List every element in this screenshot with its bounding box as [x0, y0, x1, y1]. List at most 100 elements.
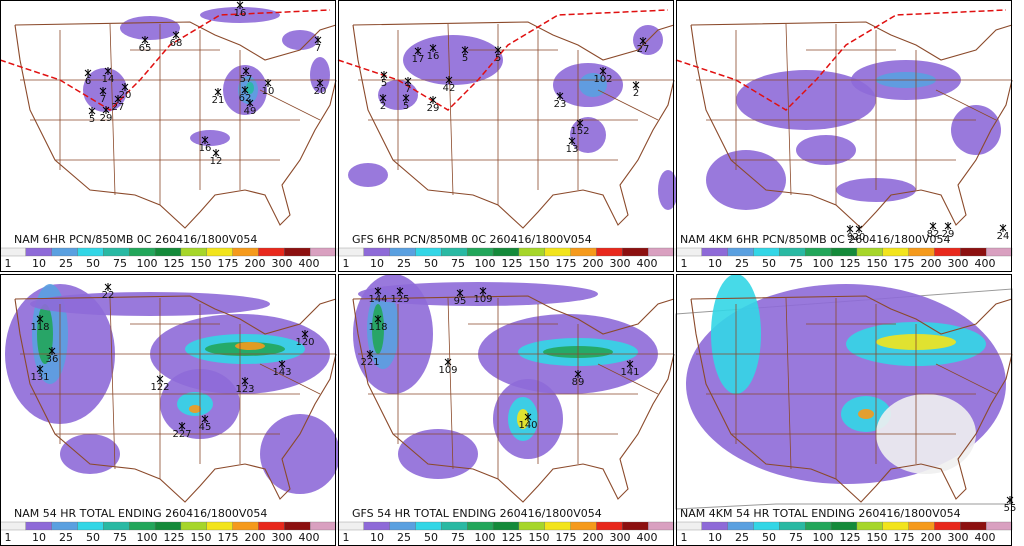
station-value: 68 [170, 38, 183, 49]
station-marker [456, 289, 464, 297]
panel-title: NAM 4KM 54 HR TOTAL ENDING 260416/1800V0… [680, 507, 961, 520]
station-value: 49 [244, 106, 257, 117]
panel-border [676, 0, 1012, 272]
colorbar-segment [415, 247, 442, 257]
colorbar-segment [727, 521, 754, 531]
station-value: 6 [85, 76, 91, 87]
station-value: 12 [210, 156, 223, 167]
precip-area [358, 282, 598, 306]
colorbar-label: 25 [59, 257, 73, 270]
colorbar-segment [77, 247, 104, 257]
station-marker [301, 330, 309, 338]
colorbar-segment [830, 521, 858, 531]
colorbar-label: 75 [113, 531, 127, 544]
colorbar-label: 300 [272, 257, 293, 270]
colorbar-label: 75 [789, 531, 803, 544]
colorbar-label: 150 [529, 257, 550, 270]
precip-area [310, 57, 330, 93]
station-value: 143 [272, 367, 291, 378]
station-marker [429, 96, 437, 104]
colorbar-label: 100 [475, 531, 496, 544]
colorbar-segment [51, 521, 78, 531]
station-marker [99, 87, 107, 95]
country-outline [352, 21, 675, 229]
colorbar-segment [363, 247, 390, 257]
panel-title: NAM 6HR PCN/850MB 0C 260416/1800V054 [14, 233, 257, 246]
precip-area [37, 304, 53, 364]
colorbar-segment [596, 521, 623, 531]
precip-area [30, 292, 270, 316]
colorbar-label: 25 [735, 257, 749, 270]
station-marker [241, 377, 249, 385]
colorbar-label: 175 [218, 257, 239, 270]
colorbar-segment [986, 247, 1013, 257]
colorbar-segment [154, 247, 182, 257]
station-value: 120 [295, 337, 314, 348]
colorbar-segment [648, 521, 675, 531]
colorbar-label: 125 [502, 257, 523, 270]
colorbar-segment [544, 521, 571, 531]
colorbar-label: 25 [735, 531, 749, 544]
colorbar-label: 200 [245, 531, 266, 544]
colorbar-segment [206, 247, 233, 257]
station-marker [246, 99, 254, 107]
station-value: 36 [46, 354, 59, 365]
colorbar-segment [77, 521, 104, 531]
precip-area [736, 70, 876, 130]
freezing-line [0, 9, 331, 111]
precip-area [858, 409, 874, 419]
station-marker [429, 44, 437, 52]
map-panel: 55 NAM 4KM 54 HR TOTAL ENDING 260416/1800… [675, 274, 1016, 546]
colorbar-label: 400 [299, 531, 320, 544]
station-marker [214, 88, 222, 96]
station-value: 144 [368, 294, 387, 305]
station-value: 10 [262, 86, 275, 97]
colorbar-label: 200 [921, 257, 942, 270]
colorbar-segment [232, 521, 259, 531]
colorbar-segment [0, 521, 26, 531]
state-lines [696, 23, 1012, 205]
colorbar-label: 10 [32, 531, 46, 544]
precip-area [796, 135, 856, 165]
station-marker [88, 107, 96, 115]
colorbar-label: 50 [424, 257, 438, 270]
station-value: 13 [566, 144, 579, 155]
country-outline [690, 295, 1013, 503]
station-value: 95 [454, 296, 467, 307]
freezing-line [675, 9, 1007, 111]
colorbar-label: 200 [583, 531, 604, 544]
colorbar-segment [25, 247, 52, 257]
colorbar-segment [310, 521, 337, 531]
panel-border [338, 0, 674, 272]
colorbar-segment [389, 247, 416, 257]
station-marker [626, 360, 634, 368]
station-marker [314, 36, 322, 44]
station-marker [242, 67, 250, 75]
colorbar-segment [856, 247, 883, 257]
colorbar-label: 125 [164, 531, 185, 544]
colorbar-segment [701, 247, 728, 257]
station-value: 5 [381, 78, 387, 89]
station-value: 227 [172, 429, 191, 440]
station-value: 20 [314, 86, 327, 97]
colorbar-segment [882, 247, 909, 257]
colorbar-label: 300 [610, 257, 631, 270]
station-marker [479, 287, 487, 295]
colorbar-segment [753, 247, 780, 257]
colorbar-segment [337, 521, 364, 531]
station-marker [36, 365, 44, 373]
station-value: 16 [234, 8, 247, 19]
freezing-line [337, 9, 669, 111]
station-marker [599, 67, 607, 75]
colorbar-segment [805, 521, 832, 531]
colorbar-label: 1 [5, 531, 12, 544]
panel-border [0, 0, 336, 272]
colorbar-label: 400 [975, 257, 996, 270]
station-value: 22 [102, 290, 115, 301]
state-lines [358, 297, 674, 479]
colorbar-label: 1 [5, 257, 12, 270]
colorbar-segment [103, 521, 130, 531]
